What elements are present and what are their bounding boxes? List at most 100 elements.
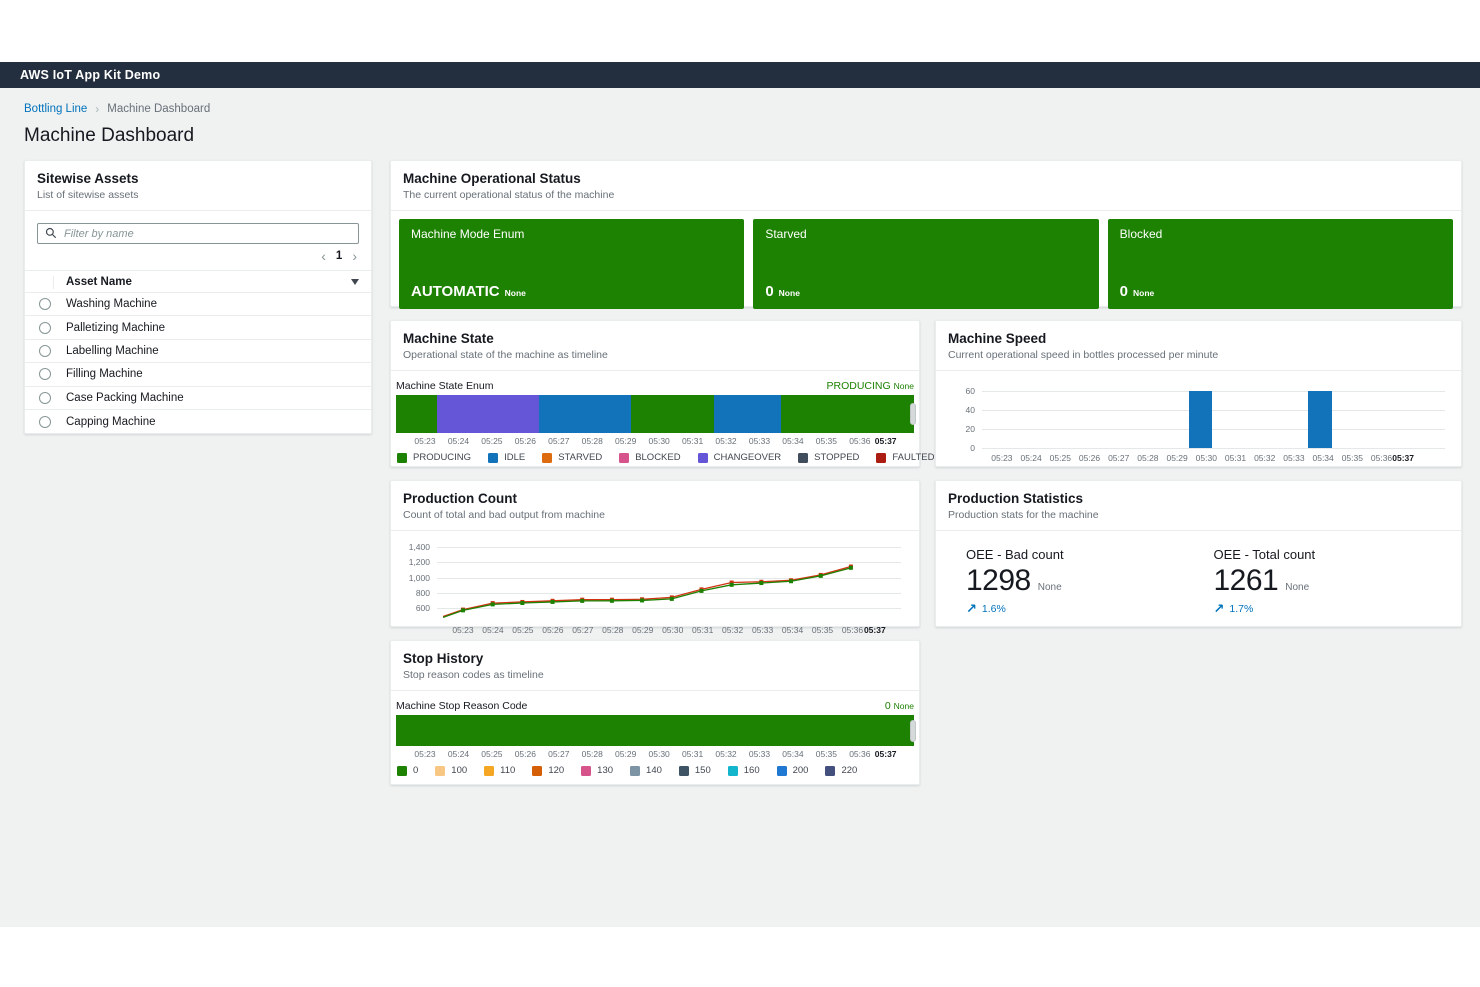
x-tick-label: 05:36 (849, 749, 871, 759)
column-divider (53, 276, 54, 289)
x-tick-label: 05:33 (751, 625, 774, 635)
stop-x-axis: 05:23 05:24 05:25 05:26 05:27 05:28 05:29 05:30… (396, 749, 914, 760)
asset-filter-input[interactable] (37, 223, 359, 244)
stop-history-card: Stop History Stop reason codes as timeli… (390, 640, 920, 785)
x-tick-label: 05:34 (781, 625, 804, 635)
app-title: AWS IoT App Kit Demo (20, 68, 161, 82)
kpi-bad-count: OEE - Bad count 1298 None ↗ 1.6% (966, 547, 1214, 617)
legend-swatch (727, 765, 738, 776)
asset-name-column-header: Asset Name (66, 275, 132, 288)
gridline (982, 409, 1445, 411)
asset-radio[interactable] (39, 344, 51, 357)
x-tick-label: 05:36 (1370, 453, 1393, 463)
asset-radio[interactable] (39, 321, 51, 334)
legend-label: 140 (646, 765, 662, 776)
legend-label: FAULTED (892, 452, 935, 463)
trend-up-icon: ↗ (1213, 601, 1225, 616)
legend-swatch (542, 452, 553, 463)
legend-item: 200 (776, 765, 808, 776)
stop-current-value: 0 None (885, 700, 914, 712)
x-tick-label: 05:24 (447, 436, 470, 446)
x-tick-label: 05:29 (615, 436, 637, 446)
asset-row[interactable]: Filling Machine (25, 363, 371, 387)
y-tick-label: 0 (970, 443, 975, 453)
search-icon (45, 227, 57, 239)
breadcrumb-separator-icon: › (95, 102, 100, 116)
legend-swatch (488, 452, 499, 463)
kpi-trend-value: 1.7% (1229, 603, 1254, 615)
x-tick-label: 05:24 (1020, 453, 1042, 463)
stop-timeline (396, 715, 916, 746)
asset-row[interactable]: Capping Machine (25, 410, 371, 433)
column-sort-icon[interactable] (351, 279, 359, 285)
legend-item: FAULTED (876, 452, 934, 463)
x-tick-label: 05:23 (414, 436, 436, 446)
y-tick-label: 20 (965, 423, 975, 434)
x-tick-label: 05:33 (748, 749, 771, 759)
line-series (443, 567, 851, 617)
x-tick-label: 05:28 (602, 625, 624, 635)
x-tick-label: 05:23 (414, 749, 436, 759)
production-statistics-subtitle: Production stats for the machine (948, 509, 1099, 521)
state-current-text: PRODUCING (826, 380, 891, 392)
stop-property-label: Machine Stop Reason Code (396, 700, 528, 712)
tile-value: AUTOMATIC (411, 283, 500, 300)
x-tick-label: 05:32 (1254, 453, 1276, 463)
x-tick-label: 05:33 (748, 436, 771, 446)
state-legend: PRODUCING IDLE STARVED BLOCKED CHANGEOVER STO… (397, 452, 934, 463)
legend-label: 0 (413, 765, 419, 776)
trend-up-icon: ↗ (966, 601, 977, 616)
breadcrumb-current: Machine Dashboard (107, 103, 211, 115)
x-tick-label: 05:31 (1224, 453, 1247, 463)
asset-radio[interactable] (39, 298, 51, 311)
stop-history-chart: Machine Stop Reason Code 0 None 05:23 05:… (391, 700, 919, 776)
asset-row[interactable]: Case Packing Machine (25, 387, 371, 410)
asset-radio[interactable] (39, 415, 51, 428)
pagination-next-icon[interactable]: › (352, 248, 357, 264)
asset-table-body: Washing Machine Palletizing Machine Labell… (25, 293, 371, 433)
y-tick-label: 800 (415, 587, 430, 598)
state-x-axis: 05:23 05:24 05:25 05:26 05:27 05:28 05:29 05:30… (396, 436, 914, 447)
y-tick-label: 40 (965, 404, 975, 415)
operational-status-header: Machine Operational Status The current o… (391, 161, 1461, 211)
legend-item: 100 (435, 765, 467, 776)
asset-filter-row (37, 223, 359, 244)
asset-radio[interactable] (39, 391, 51, 404)
machine-operational-status-card: Machine Operational Status The current o… (390, 160, 1462, 309)
tile-value: 0 (1119, 283, 1128, 300)
pagination-prev-icon[interactable]: ‹ (321, 248, 326, 264)
x-tick-label: 05:27 (572, 625, 594, 635)
y-tick-label: 60 (965, 386, 975, 396)
pagination-page-number[interactable]: 1 (335, 250, 343, 262)
operational-status-subtitle: The current operational status of the ma… (403, 189, 615, 201)
legend-label: 150 (694, 765, 711, 776)
asset-row[interactable]: Washing Machine (25, 293, 371, 317)
tile-unit: None (778, 288, 800, 298)
legend-item: 150 (678, 765, 711, 776)
y-tick-label: 1,400 (408, 542, 430, 553)
breadcrumb-link-bottling-line[interactable]: Bottling Line (24, 103, 88, 115)
kpi-trend: ↗ 1.7% (1214, 601, 1462, 617)
x-tick-label: 05:30 (648, 436, 670, 446)
timeline-handle[interactable] (910, 719, 916, 742)
x-tick-label: 05:35 (1341, 453, 1363, 463)
machine-state-subtitle: Operational state of the machine as time… (403, 349, 608, 361)
pagination: ‹ 1 › (37, 248, 357, 264)
asset-name: Filling Machine (66, 368, 143, 381)
asset-row[interactable]: Palletizing Machine (25, 316, 371, 340)
gridline (982, 391, 1445, 392)
x-tick-label: 05:35 (811, 625, 834, 635)
legend-item: 110 (484, 765, 515, 776)
kpi-value: 1261 (1213, 564, 1279, 597)
timeline-handle[interactable] (910, 403, 916, 425)
legend-swatch (630, 765, 641, 776)
tile-unit: None (504, 288, 526, 298)
operational-status-title: Machine Operational Status (403, 171, 581, 186)
timeline-segment-idle (714, 395, 781, 433)
asset-radio[interactable] (39, 368, 51, 381)
x-tick-label: 05:26 (514, 436, 536, 446)
asset-row[interactable]: Labelling Machine (25, 340, 371, 364)
x-tick-label: 05:32 (715, 749, 737, 759)
x-tick-label: 05:30 (662, 625, 684, 635)
